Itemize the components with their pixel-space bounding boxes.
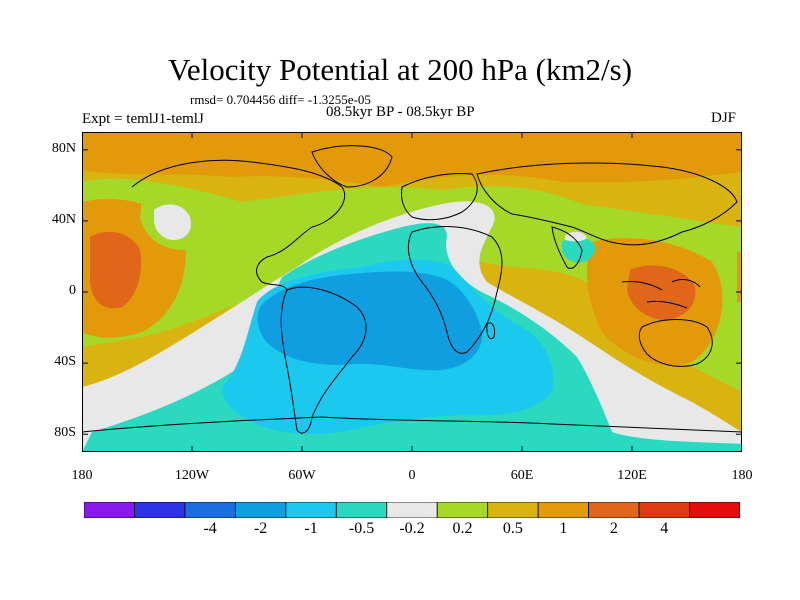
lon-tick-label: 60E — [510, 468, 534, 483]
lon-tick-label: 0 — [408, 468, 416, 483]
colorbar-swatch — [234, 502, 287, 518]
colorbar-swatch — [436, 502, 489, 518]
colorbar-swatch — [537, 502, 590, 518]
colorbar-swatch — [335, 502, 388, 518]
colorbar-label: -2 — [253, 520, 268, 537]
colorbar-swatch — [84, 502, 135, 518]
colorbar-label: -0.5 — [348, 520, 375, 537]
lat-tick-label: 40N — [51, 211, 76, 227]
lat-tick-label: 80S — [54, 425, 76, 441]
field-teal-arabian — [562, 236, 595, 263]
colorbar-swatch — [285, 502, 337, 518]
colorbar-label: -1 — [304, 520, 318, 537]
axis-ticks — [82, 132, 742, 452]
period-label: 08.5kyr BP - 08.5kyr BP — [326, 104, 475, 120]
colorbar-swatch — [386, 502, 438, 518]
lat-tick-label: 40S — [54, 354, 76, 370]
colorbar-swatch — [487, 502, 539, 518]
field-white-alaska — [154, 204, 192, 240]
rmsd-text: rmsd= 0.704456 diff= -1.3255e-05 — [190, 92, 371, 107]
coastlines — [82, 145, 742, 434]
colorbar-label: 2 — [609, 520, 618, 537]
lon-tick-label: 180 — [71, 468, 93, 483]
chart-title: Velocity Potential at 200 hPa (km2/s) — [167, 52, 633, 87]
field-orange-north — [82, 132, 742, 187]
field-darkorange-pacific-west — [90, 231, 142, 309]
lon-tick-label: 60W — [288, 468, 316, 483]
field-orange-east-edge — [737, 252, 742, 302]
season-label: DJF — [711, 110, 737, 126]
experiment-label: Expt = temlJ1-temlJ — [82, 111, 204, 127]
colorbar-swatch — [134, 502, 186, 518]
colorbar-label: 0.5 — [502, 520, 523, 537]
field-blue — [257, 271, 483, 371]
field-white-arabian — [565, 231, 587, 242]
colorbar-label: -4 — [203, 520, 217, 537]
colorbar-label: 4 — [660, 520, 669, 537]
lat-tick-label: 80N — [51, 140, 76, 156]
velocity-potential-map — [82, 132, 742, 452]
colorbar-swatch — [689, 502, 740, 518]
lat-tick-label: 0 — [69, 283, 76, 298]
lon-tick-label: 180 — [731, 468, 753, 483]
field-darkorange-maritime — [627, 265, 696, 320]
colorbar-label: -0.2 — [399, 520, 425, 537]
lon-tick-label: 120E — [617, 468, 647, 483]
colorbar-swatch — [184, 502, 236, 518]
colorbar — [84, 502, 740, 518]
colorbar-swatch — [638, 502, 690, 518]
lon-tick-label: 120W — [174, 468, 210, 483]
colorbar-swatch — [588, 502, 640, 518]
colorbar-label: 0.2 — [452, 520, 473, 537]
colorbar-label: 1 — [559, 520, 568, 537]
